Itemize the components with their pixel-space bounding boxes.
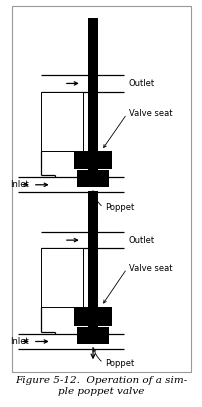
Text: Inlet: Inlet [10,337,29,346]
Bar [74,151,111,169]
Text: Valve seat: Valve seat [128,264,171,273]
Text: Poppet: Poppet [105,359,134,368]
Bar [87,18,98,187]
Bar [76,327,109,344]
Text: Outlet: Outlet [128,79,154,88]
Text: Outlet: Outlet [128,236,154,245]
Bar [74,307,111,326]
Text: Poppet: Poppet [105,203,134,212]
Bar [41,92,82,151]
Text: Inlet: Inlet [10,180,29,189]
Bar [76,170,109,187]
Text: Figure 5-12.  Operation of a sim-
ple poppet valve: Figure 5-12. Operation of a sim- ple pop… [15,376,187,396]
Bar [87,191,98,344]
Bar [41,248,82,307]
Text: Valve seat: Valve seat [128,109,171,118]
